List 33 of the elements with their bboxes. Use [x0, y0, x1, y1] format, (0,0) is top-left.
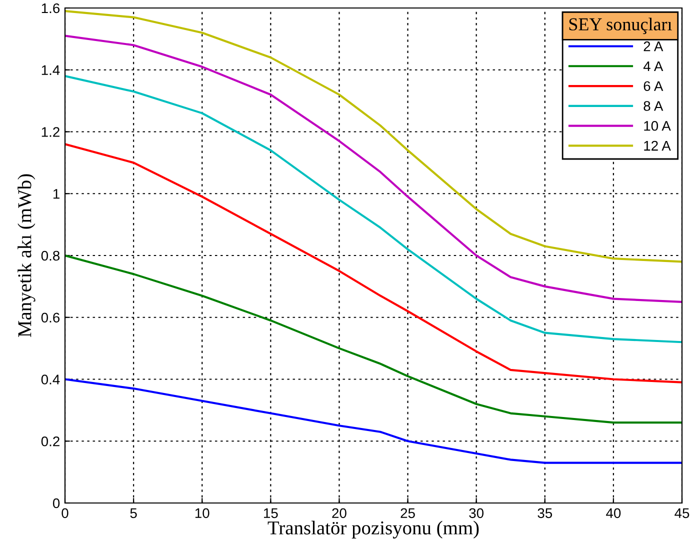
- x-axis-title: Translatör pozisyonu (mm): [268, 520, 479, 538]
- legend-label: 4 A: [643, 61, 664, 71]
- x-tick-label: 45: [674, 508, 690, 518]
- x-tick-label: 20: [332, 508, 346, 518]
- x-tick-label: 30: [469, 508, 484, 518]
- x-tick-label: 5: [130, 508, 137, 518]
- y-tick-label: 0.4: [41, 374, 60, 384]
- y-axis-title: Manyetik akı (mWb): [18, 174, 36, 338]
- y-tick-label: 1.6: [42, 3, 60, 14]
- line-series: [65, 254, 682, 424]
- line-series: [65, 10, 682, 263]
- legend-label: 6 A: [644, 81, 664, 92]
- y-tick-label: 0.6: [41, 312, 60, 323]
- y-tick-label: 1: [53, 189, 60, 199]
- legend-title: SEY sonuçları: [569, 18, 672, 34]
- x-tick-label: 25: [400, 508, 415, 518]
- y-tick-label: 0: [52, 498, 60, 508]
- x-tick-label: 35: [538, 508, 552, 518]
- legend-label: 8 A: [644, 101, 664, 111]
- x-tick-label: 10: [195, 508, 210, 518]
- y-tick-label: 0.8: [41, 250, 60, 261]
- x-tick-label: 0: [62, 508, 68, 518]
- line-series: [65, 75, 682, 344]
- x-tick-label: 40: [606, 508, 621, 518]
- legend-label: 10 A: [644, 120, 671, 131]
- legend-label: 12 A: [644, 140, 671, 151]
- legend-label: 2 A: [644, 41, 664, 52]
- line-series: [65, 34, 682, 303]
- y-tick-label: 1.4: [42, 65, 60, 75]
- x-tick-label: 15: [264, 508, 278, 518]
- line-series: [65, 378, 682, 464]
- y-tick-label: 1.2: [42, 127, 60, 137]
- y-tick-label: 0.2: [41, 436, 60, 446]
